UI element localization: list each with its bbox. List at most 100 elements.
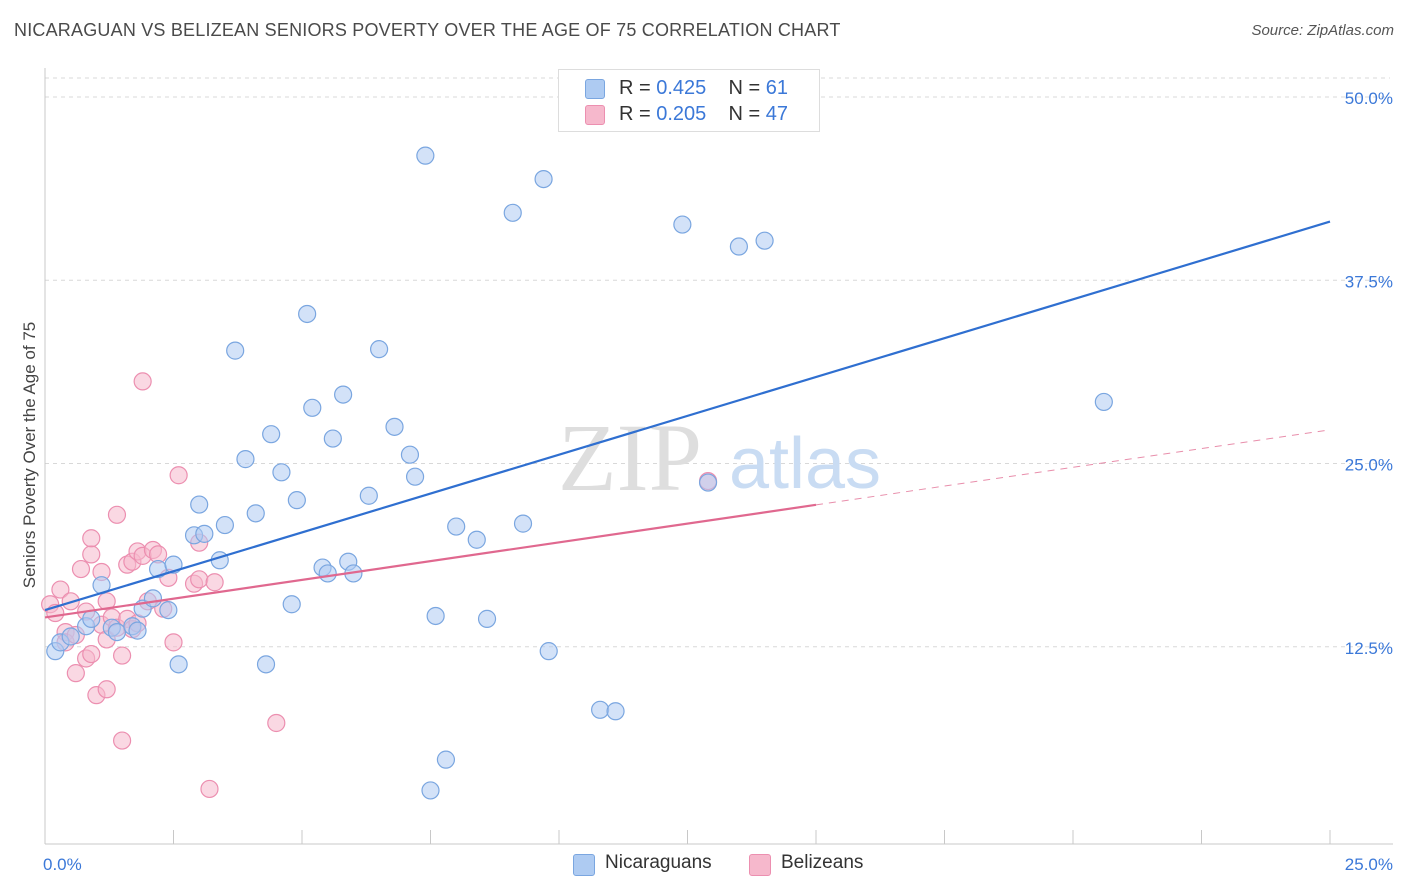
- trend-line-nicaraguan: [44, 220, 1331, 612]
- y-tick-label-2: 37.5%: [1345, 272, 1393, 291]
- point-nicaraguan-27: [282, 595, 301, 614]
- watermark-zip: ZIP: [558, 404, 702, 511]
- bottom-legend-label-nicaraguans: Nicaraguans: [605, 852, 712, 873]
- legend-text-nicaraguans: R = 0.425 N = 61: [619, 77, 788, 100]
- point-belizean-39: [169, 466, 188, 485]
- y-tick-label-0: 12.5%: [1345, 639, 1393, 658]
- legend-r-value-belizeans: 0.205: [656, 102, 707, 125]
- point-nicaraguan-41: [405, 467, 425, 486]
- point-belizean-43: [200, 779, 219, 799]
- point-nicaraguan-49: [503, 203, 522, 222]
- tick-labels: 12.5% 25.0% 37.5% 50.0% 0.0% 25.0%: [43, 89, 1393, 874]
- point-nicaraguan-17: [190, 495, 209, 514]
- legend-text-belizeans: R = 0.205 N = 47: [619, 103, 788, 126]
- x-tick-label-max: 25.0%: [1345, 855, 1393, 874]
- point-nicaraguan-20: [215, 515, 234, 535]
- point-belizean-38: [164, 633, 183, 652]
- point-nicaraguan-54: [606, 702, 625, 721]
- point-nicaraguan-24: [256, 655, 276, 674]
- legend-n-value-nicaraguans: 61: [765, 76, 789, 99]
- legend-n-value-belizeans: 47: [765, 102, 789, 125]
- point-nicaraguan-28: [287, 491, 306, 510]
- bottom-legend-swatch-pink: [749, 854, 771, 876]
- point-nicaraguan-29: [298, 304, 317, 324]
- gridlines: [45, 77, 1390, 648]
- point-nicaraguan-30: [303, 398, 322, 417]
- point-belizean-44: [205, 573, 224, 592]
- point-nicaraguan-18: [195, 524, 214, 543]
- point-nicaraguan-58: [755, 231, 774, 250]
- point-nicaraguan-7: [107, 622, 127, 642]
- legend-r-label: R =: [619, 102, 651, 125]
- point-nicaraguan-56: [698, 473, 718, 492]
- point-belizean-23: [112, 731, 132, 750]
- point-nicaraguan-59: [1094, 392, 1113, 412]
- point-nicaraguan-2: [61, 627, 80, 646]
- legend-swatch-blue: [585, 79, 605, 99]
- point-belizean-13: [82, 529, 101, 548]
- point-nicaraguan-22: [236, 450, 255, 469]
- point-nicaraguan-25: [262, 425, 281, 444]
- point-nicaraguan-38: [370, 340, 389, 359]
- trend-lines: [44, 220, 1331, 619]
- point-belizean-11: [82, 545, 101, 564]
- data-points: [41, 146, 1113, 800]
- watermark: ZIP atlas: [558, 404, 881, 511]
- point-belizean-24: [112, 646, 132, 665]
- point-belizean-22: [107, 505, 127, 524]
- point-belizean-31: [133, 372, 152, 391]
- point-belizean-2: [51, 580, 70, 599]
- source-label: Source: ZipAtlas.com: [1251, 22, 1394, 39]
- point-nicaraguan-48: [477, 609, 497, 628]
- point-belizean-41: [190, 570, 209, 589]
- trend-line-belizean: [44, 503, 817, 619]
- point-nicaraguan-11: [143, 589, 163, 608]
- point-nicaraguan-44: [436, 750, 456, 769]
- point-nicaraguan-47: [467, 530, 486, 549]
- legend-swatch-pink: [585, 105, 605, 125]
- bottom-legend-label-belizeans: Belizeans: [781, 852, 864, 873]
- point-nicaraguan-23: [246, 504, 265, 523]
- point-nicaraguan-33: [323, 429, 342, 448]
- bottom-legend-swatch-blue: [573, 854, 595, 876]
- point-nicaraguan-51: [534, 169, 553, 189]
- point-nicaraguan-46: [447, 517, 466, 536]
- point-nicaraguan-19: [210, 551, 229, 570]
- point-nicaraguan-26: [272, 463, 291, 482]
- point-nicaraguan-45: [426, 606, 445, 626]
- y-tick-label-3: 50.0%: [1345, 89, 1393, 108]
- y-tick-label-1: 25.0%: [1345, 456, 1393, 475]
- axes: [44, 68, 1393, 845]
- x-tick-label-min: 0.0%: [43, 855, 82, 874]
- point-belizean-45: [267, 713, 286, 733]
- point-nicaraguan-50: [513, 514, 533, 533]
- point-nicaraguan-57: [729, 237, 749, 256]
- point-nicaraguan-55: [673, 215, 692, 234]
- point-belizean-12: [82, 644, 101, 664]
- point-nicaraguan-15: [169, 655, 188, 674]
- point-nicaraguan-39: [385, 417, 404, 436]
- legend-n-label: N =: [728, 76, 761, 99]
- point-nicaraguan-52: [539, 642, 558, 661]
- point-nicaraguan-42: [416, 146, 435, 165]
- legend-r-label: R =: [619, 76, 651, 99]
- point-nicaraguan-37: [359, 486, 378, 505]
- point-belizean-8: [71, 559, 91, 579]
- correlation-legend: R = 0.425 N = 61 R = 0.205 N = 47: [558, 69, 820, 132]
- point-nicaraguan-4: [82, 609, 101, 628]
- point-nicaraguan-43: [421, 781, 440, 800]
- point-nicaraguan-13: [159, 600, 178, 620]
- point-belizean-17: [97, 592, 116, 611]
- y-axis-label: Seniors Poverty Over the Age of 75: [20, 321, 39, 589]
- chart-title: NICARAGUAN VS BELIZEAN SENIORS POVERTY O…: [14, 20, 841, 40]
- point-nicaraguan-34: [334, 385, 353, 404]
- point-belizean-18: [97, 680, 116, 699]
- watermark-atlas: atlas: [729, 424, 881, 504]
- legend-r-value-nicaraguans: 0.425: [656, 76, 707, 99]
- point-nicaraguan-53: [591, 700, 610, 719]
- point-nicaraguan-21: [226, 341, 245, 360]
- point-nicaraguan-9: [128, 621, 147, 640]
- point-belizean-7: [66, 664, 85, 683]
- point-nicaraguan-40: [400, 445, 420, 464]
